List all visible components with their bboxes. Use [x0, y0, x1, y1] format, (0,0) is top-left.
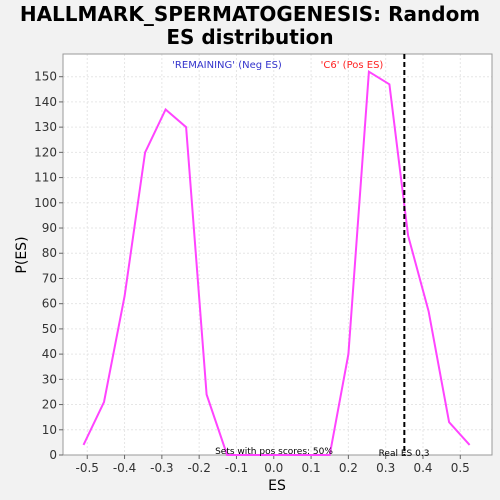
y-tick-label: 40 [42, 347, 57, 361]
y-tick-label: 30 [42, 372, 57, 386]
y-tick-label: 100 [34, 196, 57, 210]
x-tick-label: 0.2 [339, 461, 358, 475]
y-tick-label: 10 [42, 423, 57, 437]
y-tick-label: 150 [34, 70, 57, 84]
y-tick-label: 110 [34, 171, 57, 185]
x-tick-label: -0.4 [113, 461, 136, 475]
x-tick-label: 0.3 [376, 461, 395, 475]
y-tick-label: 120 [34, 145, 57, 159]
y-tick-label: 80 [42, 246, 57, 260]
sets-pos-scores-label: Sets with pos scores: 50% [215, 447, 333, 457]
x-tick-label: -0.2 [187, 461, 210, 475]
y-tick-label: 70 [42, 271, 57, 285]
x-tick-label: -0.5 [76, 461, 99, 475]
es-distribution-line [82, 69, 471, 456]
x-tick-label: -0.1 [225, 461, 248, 475]
series-layer [82, 69, 471, 456]
neg-es-label: 'REMAINING' (Neg ES) [172, 60, 282, 71]
y-axis-label: P(ES) [14, 236, 30, 273]
y-tick-label: 140 [34, 95, 57, 109]
y-tick-label: 60 [42, 297, 57, 311]
y-tick-label: 50 [42, 322, 57, 336]
y-tick-label: 130 [34, 120, 57, 134]
x-tick-label: 0.1 [302, 461, 321, 475]
x-tick-label: 0.4 [413, 461, 432, 475]
y-tick-label: 90 [42, 221, 57, 235]
y-tick-label: 0 [49, 448, 57, 462]
y-tick-label: 20 [42, 398, 57, 412]
x-tick-label: 0.5 [451, 461, 470, 475]
chart-title-line1: HALLMARK_SPERMATOGENESIS: Random [19, 2, 481, 26]
plot-background [63, 54, 492, 455]
axis-ticks: 0 10 20 30 40 50 60 70 80 90 100 110 120 130 140 150 -0.… [34, 70, 470, 475]
real-es-label: Real ES 0.3 [379, 449, 430, 459]
x-axis-label: ES [268, 478, 286, 494]
x-tick-label: -0.3 [150, 461, 173, 475]
pos-es-label: 'C6' (Pos ES) [321, 60, 384, 71]
grid-lines [63, 54, 492, 456]
chart-title-line2: ES distribution [166, 25, 334, 49]
x-tick-label: 0.0 [264, 461, 283, 475]
